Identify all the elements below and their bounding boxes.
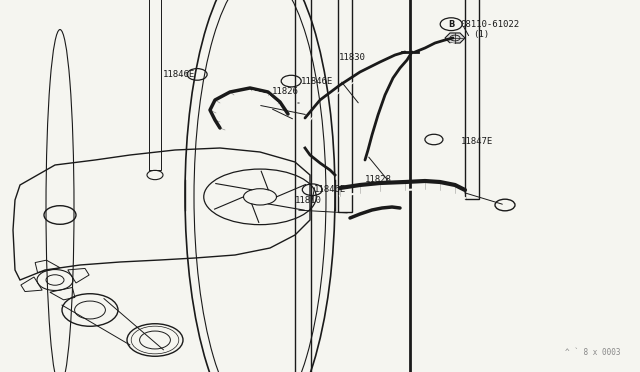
Text: (1): (1) [474, 30, 490, 39]
Polygon shape [445, 33, 465, 43]
Text: 08110-61022: 08110-61022 [461, 20, 520, 29]
Text: 11810: 11810 [294, 196, 321, 205]
Text: ^ ` 8 x 0003: ^ ` 8 x 0003 [565, 348, 621, 357]
Text: 11846E: 11846E [314, 185, 346, 194]
Text: 11846E: 11846E [301, 77, 333, 86]
Text: B: B [448, 20, 454, 29]
Text: 11828: 11828 [365, 175, 392, 184]
Text: 11826: 11826 [272, 87, 299, 96]
Text: 11847E: 11847E [461, 137, 493, 146]
Text: 11846E: 11846E [163, 70, 195, 79]
Text: 11830: 11830 [339, 53, 366, 62]
